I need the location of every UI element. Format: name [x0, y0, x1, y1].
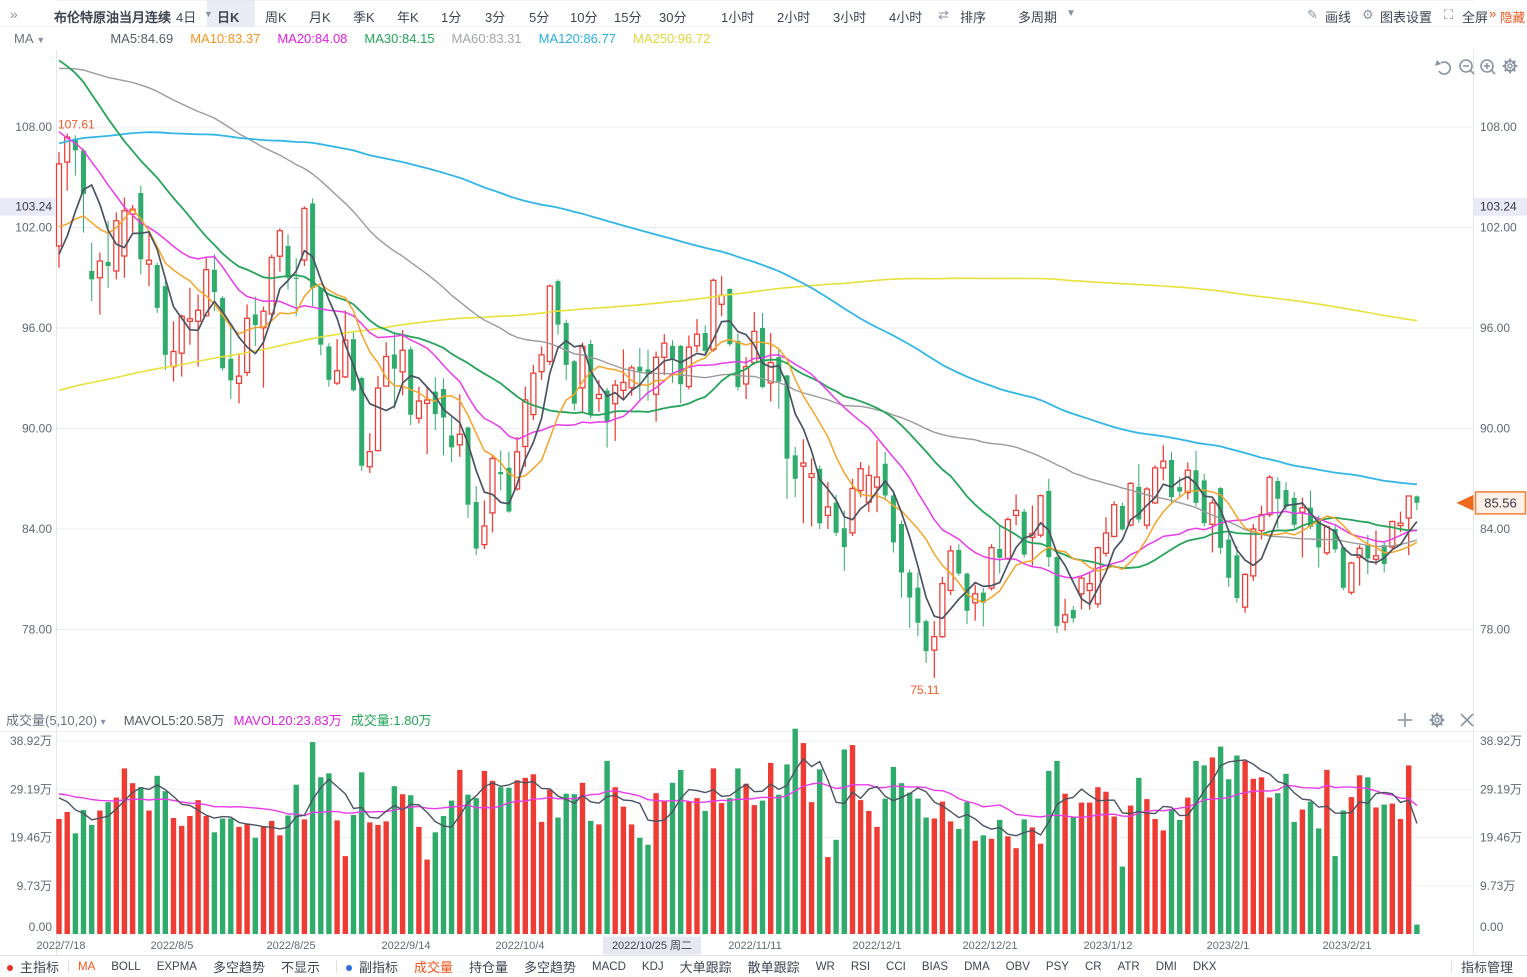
svg-text:2022/12/1: 2022/12/1: [853, 940, 902, 952]
svg-text:2023/1/12: 2023/1/12: [1084, 940, 1133, 952]
svg-text:38.92万: 38.92万: [10, 734, 52, 748]
svg-text:78.00: 78.00: [22, 623, 52, 637]
svg-text:85.56: 85.56: [1484, 495, 1517, 510]
svg-text:102.00: 102.00: [15, 221, 52, 235]
svg-text:0.00: 0.00: [1480, 920, 1504, 934]
svg-text:108.00: 108.00: [15, 120, 52, 134]
svg-text:9.73万: 9.73万: [1480, 879, 1515, 893]
svg-text:19.46万: 19.46万: [1480, 831, 1522, 845]
svg-text:2023/2/21: 2023/2/21: [1323, 940, 1372, 952]
svg-text:2022/8/25: 2022/8/25: [267, 940, 316, 952]
svg-text:2022/7/18: 2022/7/18: [37, 940, 86, 952]
svg-text:2022/12/21: 2022/12/21: [962, 940, 1017, 952]
svg-text:103.24: 103.24: [15, 200, 52, 214]
svg-text:29.19万: 29.19万: [1480, 782, 1522, 796]
svg-text:90.00: 90.00: [22, 422, 52, 436]
svg-text:19.46万: 19.46万: [10, 831, 52, 845]
svg-text:2022/10/25 周二: 2022/10/25 周二: [612, 939, 692, 952]
svg-text:0.00: 0.00: [29, 920, 53, 934]
svg-text:75.11: 75.11: [910, 683, 939, 697]
svg-text:103.24: 103.24: [1480, 200, 1517, 214]
svg-text:2022/11/11: 2022/11/11: [728, 940, 781, 952]
svg-text:2022/10/4: 2022/10/4: [496, 940, 545, 952]
svg-text:29.19万: 29.19万: [10, 782, 52, 796]
svg-text:84.00: 84.00: [1480, 522, 1510, 536]
svg-text:9.73万: 9.73万: [17, 879, 52, 893]
svg-text:107.61: 107.61: [58, 118, 95, 132]
svg-text:96.00: 96.00: [22, 321, 52, 335]
svg-text:38.92万: 38.92万: [1480, 734, 1522, 748]
svg-text:108.00: 108.00: [1480, 120, 1517, 134]
svg-text:2023/2/1: 2023/2/1: [1207, 940, 1250, 952]
svg-text:90.00: 90.00: [1480, 422, 1510, 436]
svg-text:96.00: 96.00: [1480, 321, 1510, 335]
svg-text:2022/9/14: 2022/9/14: [382, 940, 431, 952]
svg-text:84.00: 84.00: [22, 522, 52, 536]
svg-text:2022/8/5: 2022/8/5: [151, 940, 194, 952]
svg-text:78.00: 78.00: [1480, 623, 1510, 637]
svg-text:102.00: 102.00: [1480, 221, 1517, 235]
